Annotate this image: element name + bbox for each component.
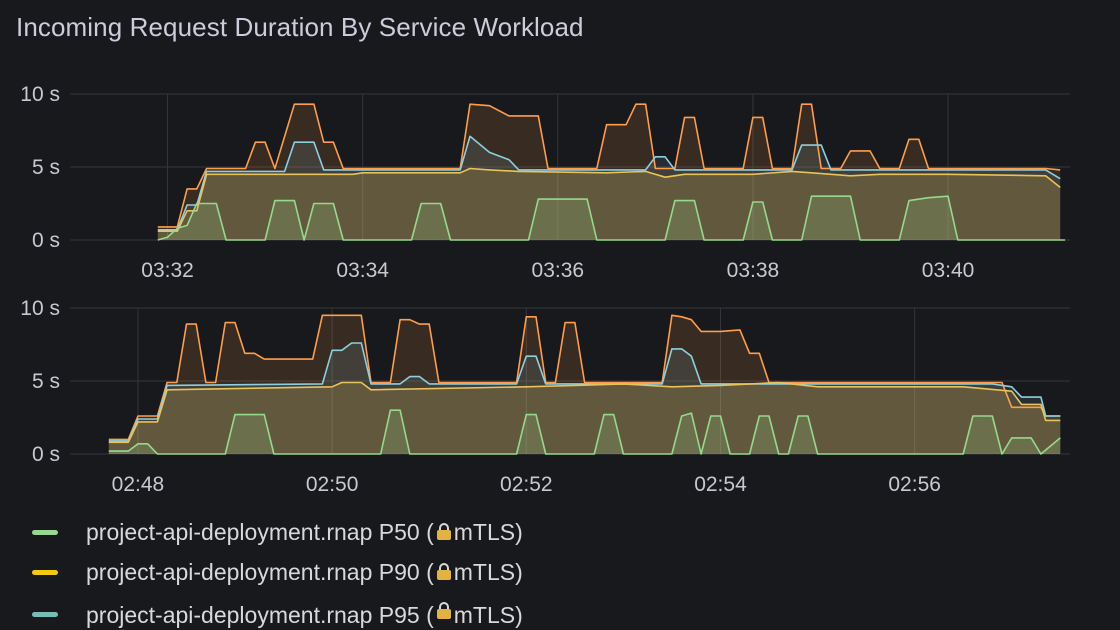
x-tick-label: 03:38 (727, 259, 780, 282)
legend-item-p95[interactable]: project-api-deployment.rnap P95 ( mTLS) (32, 592, 1112, 630)
x-tick-label: 02:56 (888, 473, 941, 496)
legend-label-prefix: project-api-deployment.rnap P50 ( (86, 518, 434, 545)
legend-item-p50[interactable]: project-api-deployment.rnap P50 ( mTLS) (32, 512, 1112, 552)
series-area-p50 (108, 410, 1061, 454)
legend-label-suffix: mTLS) (453, 518, 523, 545)
x-tick-label: 02:48 (112, 473, 165, 496)
series-area-p50 (157, 196, 1066, 240)
lock-icon (436, 563, 451, 580)
y-tick-label: 5 s (32, 156, 60, 179)
legend-label-prefix: project-api-deployment.rnap P90 ( (86, 558, 434, 585)
panel-title: Incoming Request Duration By Service Wor… (16, 12, 584, 42)
legend-label-suffix: mTLS) (453, 558, 523, 585)
legend-swatch (32, 529, 58, 535)
y-tick-label: 5 s (32, 370, 60, 393)
series-line-p90[interactable] (157, 167, 1061, 232)
series-line-p50[interactable] (108, 409, 1061, 455)
series-line-p95[interactable] (157, 135, 1061, 231)
legend-item-p90[interactable]: project-api-deployment.rnap P90 ( mTLS) (32, 552, 1112, 592)
x-tick-label: 02:54 (694, 473, 747, 496)
y-tick-label: 10 s (20, 297, 60, 320)
series-area-p90 (108, 382, 1061, 454)
lock-icon (436, 523, 451, 540)
series-line-p90[interactable] (108, 381, 1061, 444)
y-tick-label: 0 s (32, 229, 60, 252)
chart-bottom[interactable]: 0 s 5 s 10 s 02:48 02:50 02:52 02:54 02:56 (0, 294, 1120, 504)
lock-icon (436, 602, 451, 619)
series-area-p95 (157, 136, 1061, 240)
x-tick-label: 03:34 (336, 259, 389, 282)
x-tick-label: 02:50 (306, 473, 359, 496)
x-tick-label: 03:32 (141, 259, 194, 282)
legend-label-prefix: project-api-deployment.rnap P95 ( (86, 602, 434, 628)
series-area-p95 (108, 343, 1061, 454)
legend-swatch (32, 569, 58, 575)
legend-label-suffix: mTLS) (453, 602, 523, 628)
x-tick-label: 03:40 (922, 259, 975, 282)
series-line-p50[interactable] (157, 195, 1066, 241)
series-area-p90 (157, 168, 1061, 240)
x-tick-label: 03:36 (532, 259, 585, 282)
legend: project-api-deployment.rnap P50 ( mTLS) … (32, 512, 1112, 630)
legend-swatch (32, 612, 58, 617)
y-tick-label: 10 s (20, 83, 60, 106)
y-tick-label: 0 s (32, 443, 60, 466)
series-line-p99[interactable] (157, 103, 1061, 228)
x-tick-label: 02:52 (500, 473, 553, 496)
series-line-p95[interactable] (108, 342, 1061, 442)
series-line-p99[interactable] (108, 314, 1061, 441)
chart-top[interactable]: 0 s 5 s 10 s 03:32 03:34 03:36 03:38 03:40 (0, 80, 1120, 290)
